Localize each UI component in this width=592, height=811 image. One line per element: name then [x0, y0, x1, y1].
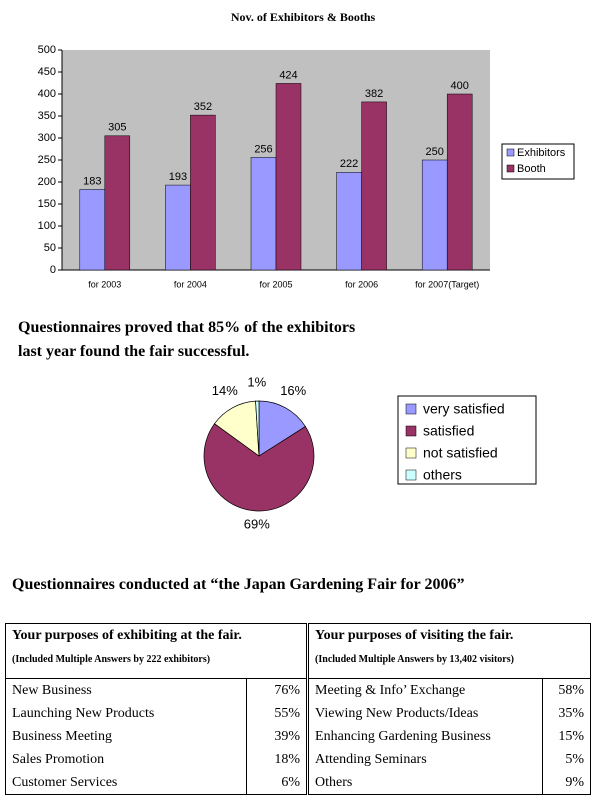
table-heading: Questionnaires conducted at “the Japan G… — [12, 576, 465, 593]
bar — [190, 114, 216, 271]
percent-cell: 76% — [245, 678, 310, 702]
percent-cell: 55% — [245, 702, 310, 725]
legend-swatch — [506, 148, 515, 157]
percent-cell: 35% — [542, 702, 591, 725]
legend-label: very satisfied — [423, 401, 505, 417]
legend-swatch — [506, 164, 515, 173]
pie-label: 1% — [247, 374, 266, 389]
header-row: Your purposes of exhibiting at the fair.… — [4, 623, 591, 679]
table-row: New Business 76% Meeting & Info’ Exchange 5… — [5, 678, 591, 702]
table-row: Business Meeting 39% Enhancing Gardening B… — [5, 725, 591, 748]
purpose-cell: Enhancing Gardening Business — [307, 725, 544, 748]
pie-label: 69% — [244, 516, 270, 531]
data-label: 222 — [340, 158, 358, 170]
purpose-cell: Customer Services — [5, 771, 247, 795]
bar — [336, 172, 362, 271]
purposes-table: Your purposes of exhibiting at the fair.… — [4, 623, 591, 795]
data-label: 352 — [194, 101, 212, 113]
bar — [275, 83, 302, 271]
purpose-cell: Others — [307, 771, 544, 795]
y-tick-label: 400 — [38, 88, 56, 100]
pie-slice — [255, 400, 260, 457]
legend-swatch — [405, 447, 417, 459]
purpose-cell: Launching New Products — [5, 702, 247, 725]
bar — [79, 189, 106, 271]
column-note: (Included Multiple Answers by 222 exhibi… — [12, 654, 211, 665]
legend-label: satisfied — [423, 423, 474, 439]
purpose-cell: Sales Promotion — [5, 748, 247, 771]
table-row: Customer Services 6% Others 9% — [5, 771, 591, 795]
purpose-cell: Business Meeting — [5, 725, 247, 748]
x-tick-label: for 2003 — [88, 279, 121, 289]
data-label: 424 — [279, 69, 297, 81]
data-label: 305 — [108, 122, 126, 134]
y-tick-label: 450 — [38, 66, 56, 78]
data-label: 382 — [365, 88, 383, 100]
pie-slice — [258, 400, 306, 457]
x-tick-label: for 2006 — [345, 279, 378, 289]
percent-cell: 9% — [542, 771, 591, 795]
column-title: Your purposes of exhibiting at the fair. — [12, 628, 242, 643]
chart-title: Nov. of Exhibitors & Booths — [231, 10, 376, 24]
legend-swatch — [405, 425, 417, 437]
legend-label: not satisfied — [423, 445, 498, 461]
x-tick-label: for 2007(Target) — [415, 279, 479, 289]
data-label: 183 — [83, 175, 101, 187]
y-tick-label: 350 — [38, 110, 56, 122]
legend-swatch — [405, 469, 417, 481]
percent-cell: 18% — [245, 748, 310, 771]
bar — [361, 101, 387, 271]
y-tick-label: 0 — [50, 264, 56, 276]
y-tick-label: 100 — [38, 220, 56, 232]
bar — [250, 157, 277, 271]
bar — [165, 184, 191, 271]
charts: Nov. of Exhibitors & Booths 0 50 100 150 200 2… — [38, 10, 575, 531]
header-cell: Your purposes of exhibiting at the fair.… — [4, 623, 310, 679]
data-label: 400 — [451, 80, 469, 92]
pie-label: 16% — [280, 383, 306, 398]
y-tick-label: 50 — [44, 242, 56, 254]
legend-label: others — [423, 467, 462, 483]
table-row: Launching New Products 55% Viewing New Pro… — [5, 702, 591, 725]
legend-swatch — [405, 403, 417, 415]
data-label: 250 — [426, 146, 444, 158]
y-tick-label: 500 — [38, 44, 56, 56]
percent-cell: 15% — [542, 725, 591, 748]
bar — [421, 159, 448, 271]
y-tick-label: 150 — [38, 198, 56, 210]
percent-cell: 39% — [245, 725, 310, 748]
purpose-cell: New Business — [5, 678, 247, 702]
legend-box — [397, 395, 537, 485]
x-tick-label: for 2005 — [259, 279, 292, 289]
pie-label: 14% — [212, 383, 238, 398]
percent-cell: 5% — [542, 748, 591, 771]
y-tick-label: 200 — [38, 176, 56, 188]
column-note: (Included Multiple Answers by 13,402 vis… — [315, 654, 514, 665]
summary-text: Questionnaires proved that 85% of the ex… — [18, 319, 356, 360]
percent-cell: 58% — [542, 678, 591, 702]
purpose-cell: Viewing New Products/Ideas — [307, 702, 544, 725]
x-tick-label: for 2004 — [174, 279, 207, 289]
purpose-cell: Meeting & Info’ Exchange — [307, 678, 544, 702]
y-tick-label: 300 — [38, 132, 56, 144]
bar — [104, 135, 131, 271]
percent-cell: 6% — [245, 771, 310, 795]
pie-slice — [203, 423, 315, 512]
purpose-cell: Attending Seminars — [307, 748, 544, 771]
legend-label: Booth — [517, 163, 546, 175]
data-label: 193 — [169, 171, 187, 183]
header-cell: Your purposes of visiting the fair. (Incl… — [307, 623, 591, 679]
legend-label: Exhibitors — [517, 147, 566, 159]
data-label: 256 — [254, 143, 272, 155]
column-title: Your purposes of visiting the fair. — [315, 628, 514, 643]
bar — [446, 93, 473, 271]
table-row: Sales Promotion 18% Attending Seminars 5% — [5, 748, 591, 771]
y-tick-label: 250 — [38, 154, 56, 166]
